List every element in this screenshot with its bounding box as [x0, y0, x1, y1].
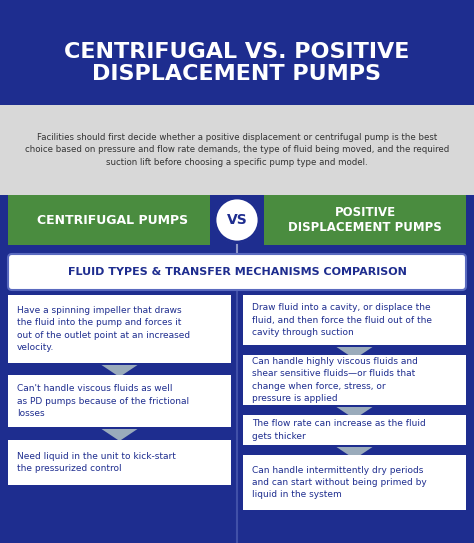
FancyBboxPatch shape	[8, 375, 231, 427]
Text: The flow rate can increase as the fluid
gets thicker: The flow rate can increase as the fluid …	[252, 419, 426, 440]
Text: Facilities should first decide whether a positive displacement or centrifugal pu: Facilities should first decide whether a…	[25, 132, 449, 167]
Text: CENTRIFUGAL VS. POSITIVE: CENTRIFUGAL VS. POSITIVE	[64, 42, 410, 62]
Text: Need liquid in the unit to kick-start
the pressurized control: Need liquid in the unit to kick-start th…	[17, 452, 176, 473]
FancyBboxPatch shape	[8, 195, 210, 245]
FancyBboxPatch shape	[8, 295, 231, 363]
Polygon shape	[337, 407, 373, 419]
Text: POSITIVE
DISPLACEMENT PUMPS: POSITIVE DISPLACEMENT PUMPS	[288, 206, 442, 234]
FancyBboxPatch shape	[8, 440, 231, 485]
Polygon shape	[337, 347, 373, 359]
FancyBboxPatch shape	[0, 195, 474, 543]
FancyBboxPatch shape	[0, 0, 474, 105]
FancyBboxPatch shape	[0, 105, 474, 195]
Text: Draw fluid into a cavity, or displace the
fluid, and then force the fluid out of: Draw fluid into a cavity, or displace th…	[252, 304, 432, 337]
Text: Can handle highly viscous fluids and
shear sensitive fluids—or fluids that
chang: Can handle highly viscous fluids and she…	[252, 357, 418, 403]
FancyBboxPatch shape	[243, 415, 466, 445]
FancyBboxPatch shape	[8, 254, 466, 290]
Polygon shape	[101, 429, 137, 441]
Text: CENTRIFUGAL PUMPS: CENTRIFUGAL PUMPS	[37, 213, 189, 226]
Text: Can handle intermittently dry periods
and can start without being primed by
liqu: Can handle intermittently dry periods an…	[252, 466, 427, 499]
Text: VS: VS	[227, 213, 247, 227]
Polygon shape	[337, 447, 373, 459]
FancyBboxPatch shape	[264, 195, 466, 245]
FancyBboxPatch shape	[243, 355, 466, 405]
FancyBboxPatch shape	[243, 295, 466, 345]
Text: DISPLACEMENT PUMPS: DISPLACEMENT PUMPS	[92, 65, 382, 85]
Circle shape	[215, 198, 259, 242]
Text: Have a spinning impeller that draws
the fluid into the pump and forces it
out of: Have a spinning impeller that draws the …	[17, 306, 190, 352]
Polygon shape	[101, 365, 137, 377]
Text: Can't handle viscous fluids as well
as PD pumps because of the frictional
losses: Can't handle viscous fluids as well as P…	[17, 384, 189, 418]
FancyBboxPatch shape	[243, 455, 466, 510]
Text: FLUID TYPES & TRANSFER MECHANISMS COMPARISON: FLUID TYPES & TRANSFER MECHANISMS COMPAR…	[68, 267, 406, 277]
